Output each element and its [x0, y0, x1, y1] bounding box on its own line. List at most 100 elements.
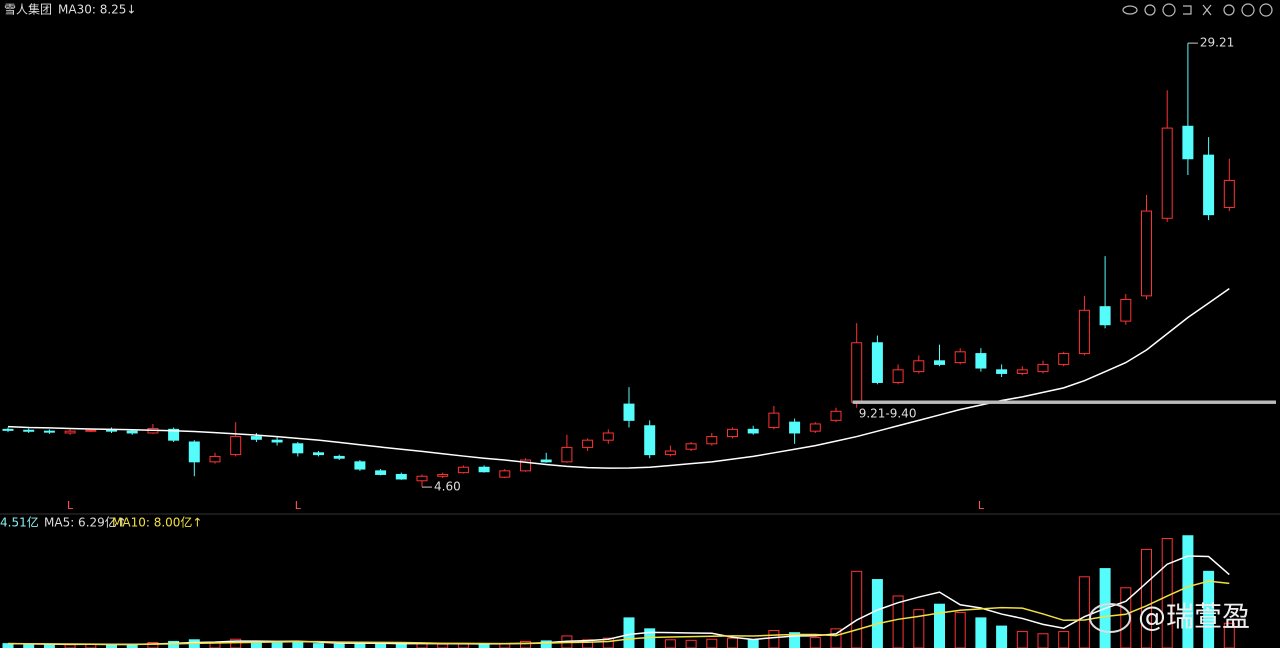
volume-bar: [789, 632, 801, 648]
volume-bar: [727, 637, 738, 648]
candle-body: [809, 423, 821, 432]
cut-icon[interactable]: [1202, 4, 1212, 16]
volume-ma10-label: MA10: 8.00亿↑: [112, 515, 202, 530]
volume-bar: [313, 643, 324, 648]
candle-body: [996, 369, 1008, 374]
marker-label: L: [67, 499, 74, 512]
volume-bar: [437, 643, 449, 648]
candle-body: [188, 441, 200, 463]
candle-body: [1223, 179, 1235, 208]
candle-body: [395, 473, 407, 480]
candle-body: [913, 360, 925, 373]
settings-icon[interactable]: [1223, 4, 1235, 16]
candle-body: [934, 360, 945, 365]
candle-body: [954, 351, 966, 364]
candle-body: [43, 430, 55, 433]
volume-bar: [395, 643, 407, 648]
volume-bar: [230, 638, 242, 648]
candle-body: [644, 425, 656, 456]
volume-bar: [809, 637, 821, 648]
volume-bar: [1037, 633, 1049, 648]
volume-bar: [168, 640, 180, 648]
volume-bar: [1016, 631, 1028, 648]
volume-bar: [851, 570, 863, 648]
candle-body: [540, 459, 552, 463]
candle-body: [209, 455, 221, 463]
volume-bar: [271, 642, 283, 648]
candle-body: [851, 342, 863, 403]
candle-body: [582, 439, 594, 448]
volume-bar: [871, 579, 883, 648]
candle-body: [2, 428, 14, 431]
marker-label: L: [978, 499, 985, 512]
volume-bar: [975, 617, 987, 648]
band-label: 9.21-9.40: [859, 406, 917, 420]
marker-label: L: [295, 499, 302, 512]
candle-body: [230, 436, 242, 456]
candle-body: [1120, 298, 1132, 322]
candle-body: [520, 459, 531, 472]
volume-bar: [520, 640, 531, 648]
candle-body: [602, 432, 614, 441]
low-label: 4.60: [434, 480, 461, 494]
candle-body: [685, 443, 697, 450]
candle-body: [478, 466, 490, 473]
candle-body: [975, 353, 987, 369]
volume-bar: [1058, 631, 1070, 648]
candle-body: [23, 429, 35, 432]
view-icon[interactable]: [1122, 5, 1138, 15]
volume-ma5-line: [7, 555, 1230, 646]
volume-ma10-line: [7, 580, 1230, 646]
candle-body: [168, 428, 180, 441]
volume-bar: [250, 642, 262, 648]
candle-body: [747, 428, 759, 434]
candle-body: [830, 410, 842, 421]
volume-bar: [664, 639, 676, 648]
candle-body: [623, 403, 635, 421]
volume-bar: [706, 638, 718, 648]
ma-label: MA30: 8.25↓: [58, 3, 136, 17]
zoom-in-icon[interactable]: [1241, 3, 1255, 17]
candle-body: [437, 473, 449, 477]
candle-body: [1037, 363, 1049, 373]
candle-body: [354, 461, 366, 470]
candle-body: [561, 446, 573, 463]
undo-icon[interactable]: [1183, 5, 1192, 15]
volume-bar: [333, 643, 345, 648]
volume-bar: [996, 625, 1008, 648]
ma30-line: [7, 288, 1230, 469]
candle-body: [416, 475, 428, 482]
play-icon[interactable]: [1162, 3, 1176, 17]
volume-bar: [478, 643, 490, 648]
candle-body: [271, 439, 283, 443]
high-label: 29.21: [1200, 36, 1234, 50]
volume-label: 4.51亿: [0, 515, 39, 530]
watermark: @瑞萱盈: [1138, 600, 1250, 633]
candle-body: [1099, 306, 1111, 326]
chart-title: 雪人集团: [4, 2, 52, 17]
candle-body: [664, 450, 676, 456]
zoom-out-icon[interactable]: [1259, 3, 1273, 17]
volume-bar: [747, 639, 759, 648]
volume-bar: [623, 617, 635, 648]
hand-icon[interactable]: [1144, 4, 1156, 16]
watermark-group: @瑞萱盈: [1089, 600, 1250, 633]
volume-ma5-label: MA5: 6.29亿↑: [44, 515, 127, 530]
volume-bar: [913, 609, 925, 648]
volume-bar: [934, 603, 945, 648]
candle-body: [892, 369, 904, 383]
volume-bar: [292, 641, 304, 648]
candle-body: [727, 428, 738, 438]
candle-body: [789, 421, 801, 434]
candle-body: [375, 470, 387, 475]
volume-bar: [375, 643, 387, 648]
candle-body: [250, 436, 262, 440]
candle-body: [85, 429, 97, 432]
volume-bar: [768, 629, 780, 648]
volume-bar: [1141, 548, 1152, 648]
watermark-logo: [1089, 603, 1131, 633]
candle-body: [871, 342, 883, 383]
